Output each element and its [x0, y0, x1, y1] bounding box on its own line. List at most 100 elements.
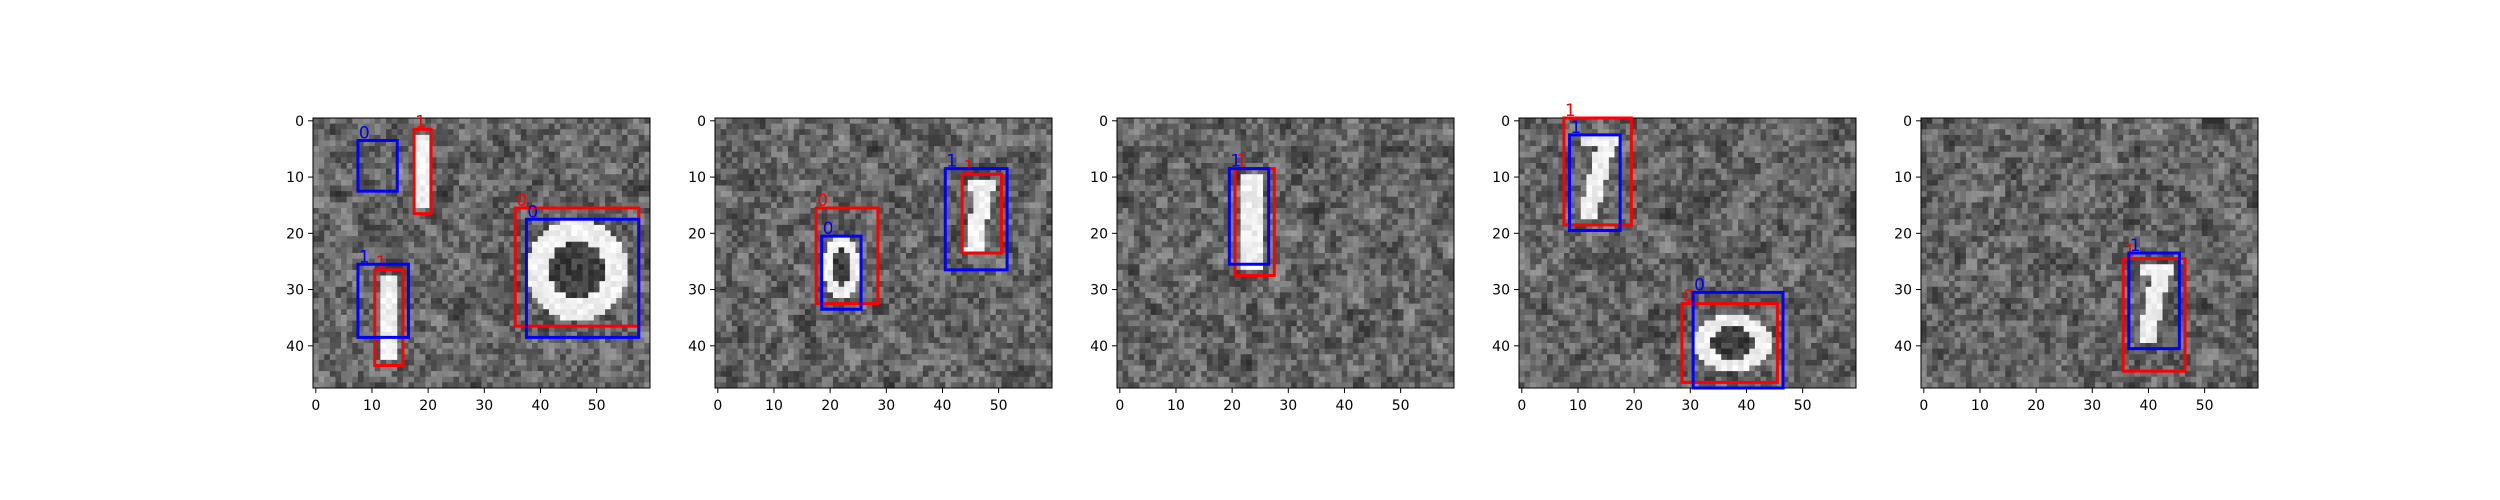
y-tick-label: 30: [688, 283, 706, 299]
x-tick-label: 10: [1569, 398, 1587, 414]
ground-truth-box-label: 1: [1571, 118, 1582, 138]
prediction-box: [373, 268, 405, 367]
x-tick-label: 30: [1279, 398, 1297, 414]
x-tick-label: 20: [2027, 398, 2045, 414]
x-tick-label: 20: [1223, 398, 1241, 414]
ground-truth-box: [1227, 167, 1271, 266]
y-tick-label: 30: [286, 283, 304, 299]
x-tick-label: 50: [1794, 398, 1812, 414]
x-tick-label: 30: [877, 398, 895, 414]
x-tick-label: 40: [532, 398, 550, 414]
x-tick-label: 10: [363, 398, 381, 414]
y-tick-label: 10: [286, 170, 304, 186]
prediction-box: [412, 127, 433, 216]
y-tick-label: 0: [1903, 114, 1912, 130]
x-tick-label: 40: [2140, 398, 2158, 414]
ground-truth-box: [943, 167, 1009, 272]
prediction-box: [2121, 257, 2187, 373]
x-tick-label: 0: [713, 398, 722, 414]
y-tick-label: 0: [697, 114, 706, 130]
x-tick-label: 20: [821, 398, 839, 414]
ground-truth-box-label: 1: [359, 247, 370, 267]
axes-frame: [312, 117, 651, 389]
ground-truth-box: [356, 139, 399, 193]
x-tick-label: 30: [475, 398, 493, 414]
y-tick-label: 40: [1894, 339, 1912, 355]
y-tick-label: 20: [286, 226, 304, 242]
prediction-box: [1562, 116, 1633, 227]
prediction-box-label: 0: [516, 191, 527, 211]
ground-truth-box: [1568, 133, 1622, 232]
ground-truth-box: [1691, 290, 1785, 390]
y-tick-label: 10: [688, 170, 706, 186]
x-tick-label: 50: [2196, 398, 2214, 414]
x-tick-label: 0: [311, 398, 320, 414]
ground-truth-box-label: 0: [527, 202, 538, 222]
x-tick-label: 20: [1625, 398, 1643, 414]
ground-truth-box-label: 1: [1230, 152, 1241, 172]
noise-image: [715, 118, 1053, 389]
x-tick-label: 30: [2083, 398, 2101, 414]
y-tick-label: 10: [1894, 170, 1912, 186]
y-tick-label: 10: [1090, 170, 1108, 186]
prediction-box: [814, 206, 880, 306]
y-tick-label: 40: [286, 339, 304, 355]
ground-truth-box-label: 0: [823, 219, 834, 239]
noise-image: [1117, 118, 1455, 389]
x-tick-label: 40: [1336, 398, 1354, 414]
y-tick-label: 30: [1894, 283, 1912, 299]
prediction-box-label: 1: [1565, 101, 1576, 121]
ground-truth-box: [820, 234, 863, 311]
x-tick-label: 50: [1392, 398, 1410, 414]
x-tick-label: 0: [1517, 398, 1526, 414]
ground-truth-box: [356, 262, 410, 339]
x-tick-label: 40: [934, 398, 952, 414]
x-tick-label: 0: [1919, 398, 1928, 414]
noise-image: [1921, 118, 2259, 389]
x-tick-label: 10: [1971, 398, 1989, 414]
y-tick-label: 20: [1894, 226, 1912, 242]
prediction-box-label: 1: [1236, 152, 1247, 172]
y-tick-label: 0: [1501, 114, 1510, 130]
axes-frame: [1518, 117, 1857, 389]
y-tick-label: 20: [688, 226, 706, 242]
x-tick-label: 50: [990, 398, 1008, 414]
axes-frame: [714, 117, 1053, 389]
ground-truth-box-label: 0: [1694, 275, 1705, 295]
y-tick-label: 10: [1492, 170, 1510, 186]
x-tick-label: 40: [1738, 398, 1756, 414]
prediction-box-label: 0: [817, 191, 828, 211]
y-tick-label: 0: [1099, 114, 1108, 130]
x-tick-label: 10: [1167, 398, 1185, 414]
y-tick-label: 20: [1492, 226, 1510, 242]
ground-truth-box-label: 1: [946, 152, 957, 172]
y-tick-label: 40: [688, 339, 706, 355]
ground-truth-box-label: 0: [359, 124, 370, 144]
panel-3: 0 10 20 30 40 50 0 10 20 30 40 11: [1090, 114, 1455, 414]
axes-frame: [1920, 117, 2259, 389]
x-tick-label: 20: [419, 398, 437, 414]
y-tick-label: 30: [1492, 283, 1510, 299]
x-tick-label: 30: [1681, 398, 1699, 414]
y-tick-label: 20: [1090, 226, 1108, 242]
noise-image: [1519, 118, 1857, 389]
y-tick-label: 40: [1492, 339, 1510, 355]
noise-image: [313, 118, 651, 389]
ground-truth-box-label: 1: [2130, 236, 2141, 256]
x-tick-label: 50: [588, 398, 606, 414]
x-tick-label: 10: [765, 398, 783, 414]
prediction-box: [1680, 302, 1779, 384]
ground-truth-box: [524, 217, 641, 339]
axes-frame: [1116, 117, 1455, 389]
prediction-box-label: 1: [415, 112, 426, 132]
prediction-box: [960, 172, 1003, 255]
prediction-box-label: 0: [1683, 287, 1694, 307]
y-tick-label: 0: [295, 114, 304, 130]
x-tick-label: 0: [1115, 398, 1124, 414]
ground-truth-box: [2127, 251, 2181, 351]
